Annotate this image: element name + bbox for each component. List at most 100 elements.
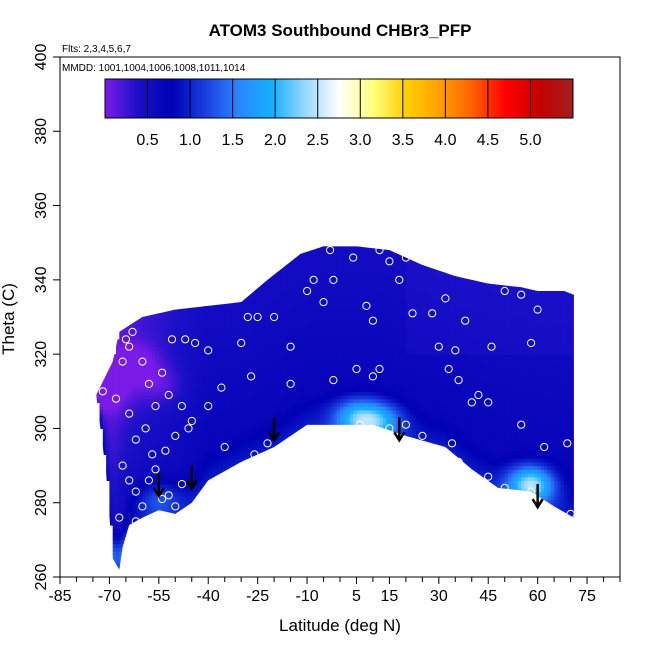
field-cell	[195, 476, 199, 482]
field-cell	[326, 276, 331, 281]
field-cell	[379, 305, 384, 311]
field-cell	[277, 294, 282, 300]
field-cell	[152, 365, 157, 370]
field-cell	[251, 450, 255, 456]
field-cell	[178, 424, 183, 430]
field-cell	[353, 302, 358, 307]
field-cell	[119, 395, 124, 400]
field-cell	[148, 343, 153, 348]
field-cell	[188, 361, 193, 366]
field-cell	[353, 376, 358, 381]
field-cell	[267, 443, 272, 448]
field-cell	[218, 350, 223, 355]
field-cell	[346, 309, 351, 314]
field-cell	[353, 239, 357, 243]
field-cell	[392, 246, 397, 248]
field-cell	[231, 398, 236, 404]
field-cell	[132, 313, 137, 318]
field-cell	[336, 376, 341, 381]
field-cell	[172, 361, 176, 366]
field-cell	[129, 369, 134, 374]
field-cell	[247, 391, 252, 396]
field-cell	[376, 354, 381, 359]
field-cell	[313, 324, 318, 329]
field-cell	[310, 398, 315, 404]
field-cell	[119, 424, 124, 430]
field-cell	[386, 335, 391, 340]
field-cell	[191, 357, 196, 363]
field-cell	[267, 298, 272, 303]
field-cell	[346, 350, 351, 355]
field-cell	[251, 335, 255, 340]
field-cell	[148, 461, 153, 467]
field-cell	[188, 406, 193, 411]
field-cell	[122, 469, 127, 474]
field-cell	[135, 343, 140, 348]
field-cell	[389, 253, 394, 259]
field-cell	[188, 413, 193, 418]
field-cell	[346, 346, 351, 352]
field-cell	[363, 250, 367, 255]
field-cell	[102, 428, 107, 433]
field-cell	[152, 473, 157, 478]
field-cell	[244, 447, 249, 452]
field-cell	[198, 432, 203, 437]
field-cell	[382, 246, 387, 248]
field-cell	[284, 331, 288, 337]
field-cell	[112, 387, 117, 392]
field-cell	[237, 432, 242, 437]
field-cell	[195, 361, 199, 366]
field-cell	[152, 402, 157, 407]
field-cell	[379, 320, 384, 326]
field-cell	[353, 287, 358, 292]
field-cell	[293, 283, 298, 288]
field-cell	[372, 354, 377, 359]
field-cell	[221, 461, 226, 467]
field-cell	[145, 354, 150, 359]
field-cell	[396, 395, 400, 400]
field-cell	[326, 313, 331, 318]
field-cell	[181, 376, 186, 381]
field-cell	[178, 346, 183, 352]
field-cell	[356, 239, 360, 243]
field-cell	[188, 409, 193, 415]
field-cell	[333, 424, 338, 430]
field-cell	[359, 302, 364, 307]
field-cell	[165, 513, 170, 519]
field-cell	[122, 506, 127, 511]
field-cell	[340, 335, 344, 340]
field-cell	[122, 491, 127, 496]
field-cell	[392, 305, 397, 311]
field-cell	[386, 265, 391, 270]
field-cell	[293, 372, 298, 378]
field-cell	[260, 458, 265, 463]
field-cell	[129, 391, 134, 396]
field-cell	[224, 357, 229, 363]
field-cell	[109, 439, 114, 444]
field-cell	[284, 391, 288, 396]
field-cell	[152, 383, 157, 389]
field-cell	[168, 513, 173, 519]
field-cell	[320, 313, 325, 318]
field-cell	[195, 454, 199, 459]
field-cell	[142, 421, 147, 426]
field-cell	[251, 413, 255, 418]
field-cell	[363, 350, 367, 355]
field-cell	[307, 305, 311, 311]
field-cell	[303, 357, 308, 363]
field-cell	[251, 406, 255, 411]
field-cell	[340, 324, 344, 329]
field-cell	[224, 473, 229, 478]
field-cell	[119, 539, 124, 545]
field-cell	[99, 383, 104, 389]
field-cell	[376, 383, 381, 389]
field-cell	[369, 357, 374, 363]
field-cell	[168, 487, 173, 493]
field-cell	[198, 450, 203, 456]
field-cell	[195, 365, 199, 370]
field-cell	[382, 324, 387, 329]
field-cell	[369, 287, 374, 292]
field-cell	[139, 372, 143, 378]
field-cell	[119, 432, 124, 437]
field-cell	[145, 369, 150, 374]
